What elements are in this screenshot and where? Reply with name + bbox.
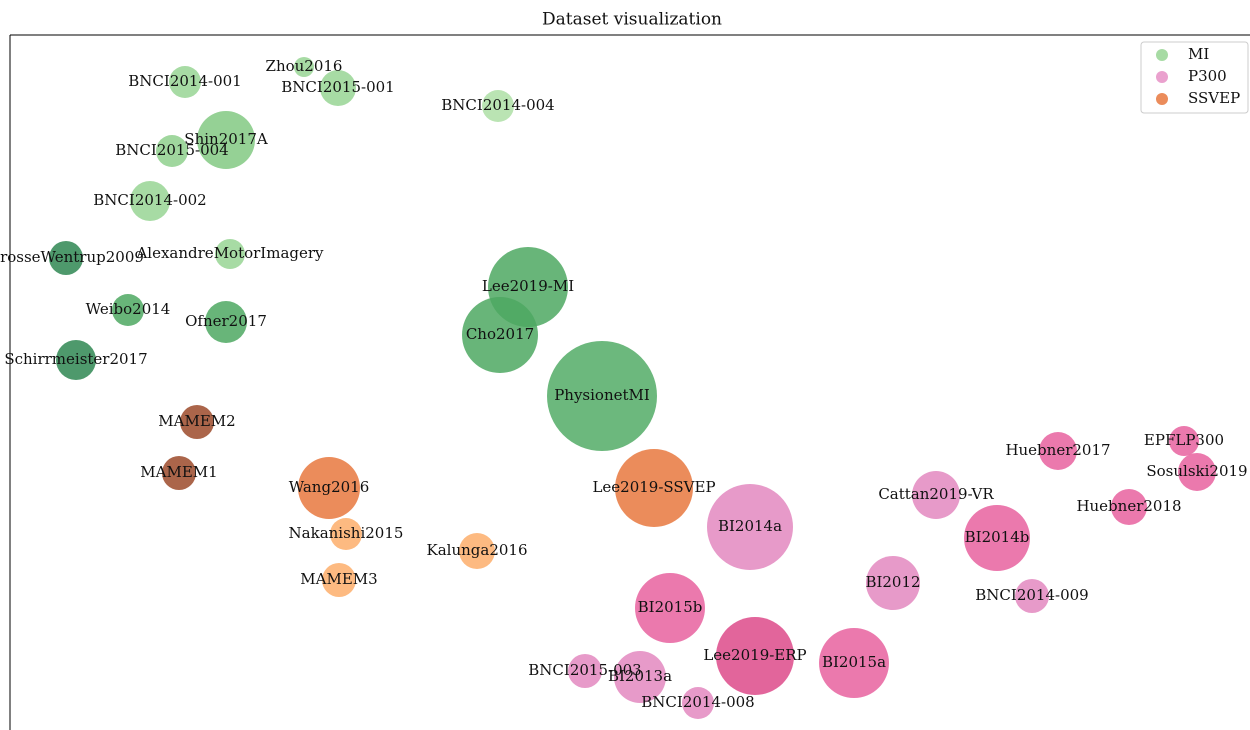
bubble-label: BI2015a (822, 653, 886, 671)
bubble-label: Kalunga2016 (427, 541, 528, 559)
bubble (298, 457, 360, 519)
bubble-label: PhysionetMI (554, 386, 650, 404)
bubble-label: EPFLP300 (1144, 431, 1224, 449)
bubble-label: BI2012 (865, 573, 920, 591)
bubble (547, 341, 657, 451)
bubble-label: BI2013a (608, 667, 672, 685)
bubble (707, 484, 793, 570)
bubble (912, 471, 960, 519)
bubble-label: Cho2017 (466, 325, 534, 343)
bubble-label: Lee2019-ERP (703, 646, 806, 664)
bubble (866, 556, 920, 610)
bubble (205, 301, 247, 343)
bubble (615, 449, 693, 527)
bubble (482, 90, 514, 122)
legend-label: P300 (1188, 67, 1227, 85)
bubble-label: Cattan2019-VR (878, 485, 994, 503)
bubble-label: BNCI2015-001 (281, 78, 394, 96)
bubble-label: BNCI2014-004 (441, 96, 554, 114)
bubble-label: Ofner2017 (185, 312, 267, 330)
legend-label: MI (1188, 45, 1209, 63)
chart-title: Dataset visualization (542, 10, 722, 30)
bubble (112, 294, 144, 326)
bubble-label: Wang2016 (289, 478, 370, 496)
bubble-label: Lee2019-MI (482, 277, 574, 295)
bubble-label: AlexandreMotorImagery (135, 244, 324, 262)
legend-marker (1156, 93, 1168, 105)
bubble (56, 340, 96, 380)
bubble (156, 135, 188, 167)
bubble-label: MAMEM3 (300, 570, 377, 588)
bubble (130, 181, 170, 221)
bubble (716, 617, 794, 695)
plot-area (49, 57, 1216, 719)
bubble (330, 518, 362, 550)
bubble-label: Zhou2016 (266, 57, 343, 75)
bubble (614, 651, 666, 703)
bubble (568, 654, 602, 688)
bubble-label: BNCI2015-004 (115, 141, 228, 159)
bubble-label: BNCI2015-003 (528, 661, 641, 679)
bubble-label: Huebner2018 (1076, 497, 1181, 515)
legend-label: SSVEP (1188, 89, 1240, 107)
bubble-label: Shin2017A (184, 130, 268, 148)
bubble-label: BNCI2014-002 (93, 191, 206, 209)
bubble-label: BI2014a (718, 517, 782, 535)
bubble (635, 573, 705, 643)
bubble-label: Lee2019-SSVEP (592, 478, 715, 496)
bubble-label: Weibo2014 (86, 300, 171, 318)
bubble (294, 57, 314, 77)
bubble (964, 505, 1030, 571)
bubble-label: Nakanishi2015 (289, 524, 404, 542)
bubble-label: BNCI2014-001 (128, 72, 241, 90)
bubble-label: BI2014b (965, 528, 1030, 546)
legend-marker (1156, 49, 1168, 61)
bubble (215, 239, 245, 269)
bubble-label: BI2015b (638, 598, 703, 616)
bubble-label: Huebner2017 (1005, 441, 1110, 459)
legend: MI P300 SSVEP (1156, 45, 1240, 107)
bubble (682, 687, 714, 719)
legend-marker (1156, 71, 1168, 83)
bubble-label: GrosseWentrup2009 (0, 248, 144, 266)
bubble (1111, 489, 1147, 525)
bubble-label: BNCI2014-009 (975, 586, 1088, 604)
bubble-label: MAMEM1 (140, 463, 217, 481)
bubble (1015, 579, 1049, 613)
bubble (162, 456, 196, 490)
bubble (169, 66, 201, 98)
bubble (180, 405, 214, 439)
bubble-label: MAMEM2 (158, 412, 235, 430)
bubble (1169, 426, 1199, 456)
bubble-label: BNCI2014-008 (641, 693, 754, 711)
bubble (320, 70, 356, 106)
bubble (49, 241, 83, 275)
bubble-label: Schirrmeister2017 (4, 350, 147, 368)
bubble (462, 297, 538, 373)
bubble (197, 111, 255, 169)
bubble-label: Sosulski2019 (1146, 462, 1247, 480)
bubble (459, 533, 495, 569)
bubble (1178, 453, 1216, 491)
bubble (322, 563, 356, 597)
bubble (1039, 432, 1077, 470)
bubble (819, 628, 889, 698)
legend-box (1140, 41, 1249, 114)
labels: BNCI2014-001 Zhou2016 BNCI2015-001 BNCI2014… (0, 57, 1248, 711)
